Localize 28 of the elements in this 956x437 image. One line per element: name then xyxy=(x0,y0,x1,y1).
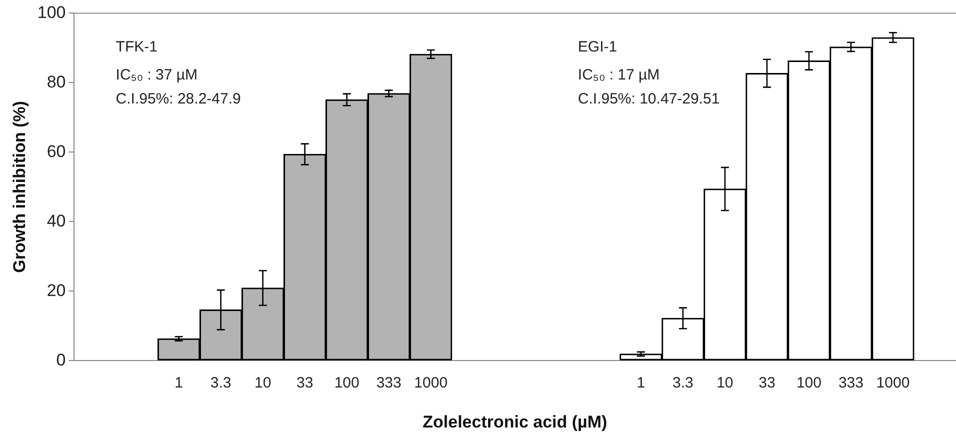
x-tick-label: 1000 xyxy=(414,374,448,392)
x-tick-label: 100 xyxy=(334,374,360,392)
y-tick-label: 20 xyxy=(46,280,66,300)
x-tick-label: 333 xyxy=(376,374,402,392)
y-tick-label: 80 xyxy=(46,72,66,92)
annotation: IC₅₀ : 37 µM xyxy=(116,66,198,84)
y-tick-label: 60 xyxy=(46,142,66,161)
x-tick-label: 1 xyxy=(636,374,646,392)
annotation: C.I.95%: 10.47-29.51 xyxy=(578,90,720,108)
x-tick-label: 100 xyxy=(796,374,822,392)
x-tick-label: 3.3 xyxy=(672,374,694,392)
y-tick-label: 40 xyxy=(46,211,66,230)
annotation: EGI-1 xyxy=(578,38,618,56)
y-axis-title: Growth inhibition (%) xyxy=(10,100,29,273)
x-tick-label: 33 xyxy=(296,374,314,392)
x-tick-label: 1 xyxy=(174,374,183,392)
annotation: IC₅₀ : 17 µM xyxy=(578,66,660,84)
y-tick-label: 0 xyxy=(56,350,66,370)
x-tick-label: 1000 xyxy=(876,374,910,392)
x-axis-title: Zolelectronic acid (µM) xyxy=(422,412,608,432)
x-tick-label: 3.3 xyxy=(210,374,232,392)
y-tick-label: 100 xyxy=(37,2,66,22)
annotation: TFK-1 xyxy=(116,38,158,56)
x-tick-label: 10 xyxy=(254,374,272,392)
annotation: C.I.95%: 28.2-47.9 xyxy=(116,90,241,108)
x-tick-label: 333 xyxy=(838,374,864,392)
x-tick-label: 10 xyxy=(716,374,734,392)
x-tick-label: 33 xyxy=(758,374,776,392)
